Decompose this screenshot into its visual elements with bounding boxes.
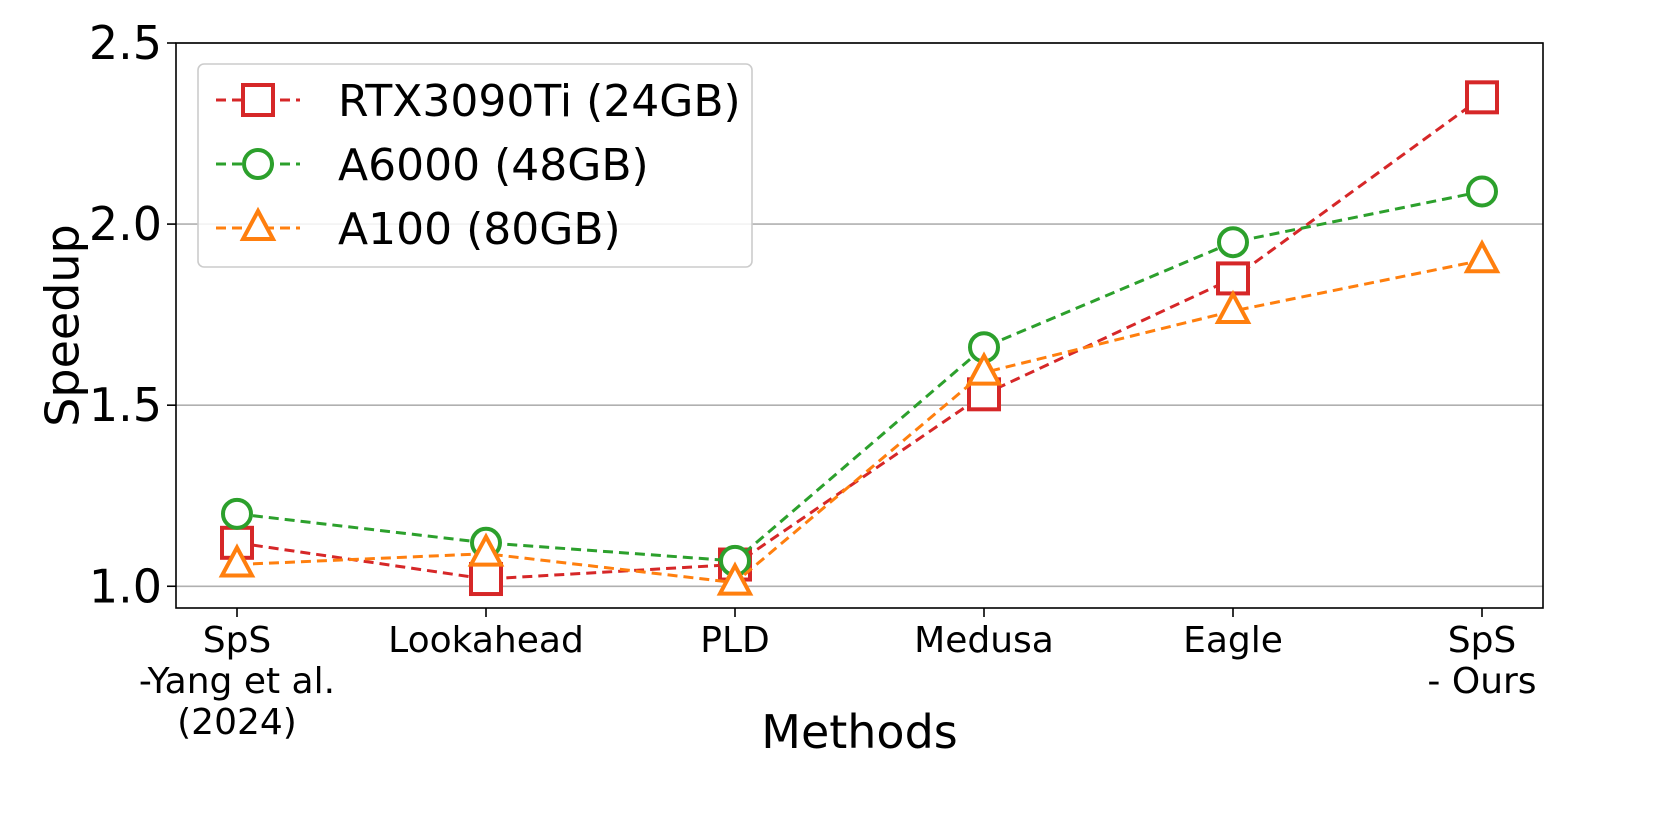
y-axis-label: Speedup <box>36 224 90 427</box>
x-tick-label-line: (2024) <box>177 702 297 743</box>
data-point <box>1465 80 1499 115</box>
data-point <box>1463 239 1501 274</box>
data-point <box>218 543 256 578</box>
y-tick-label: 2.5 <box>89 16 162 70</box>
x-tick-label-line: Lookahead <box>388 620 584 661</box>
legend-marker <box>239 206 277 241</box>
series-line <box>236 190 1483 563</box>
series-layer <box>218 80 1501 597</box>
series-line <box>236 258 1483 585</box>
y-tick-label: 2.0 <box>89 197 162 251</box>
x-tick-label: Lookahead <box>388 620 584 661</box>
x-tick-label: SpS - Ours <box>1427 620 1536 702</box>
y-tick-label: 1.5 <box>89 378 162 432</box>
x-tick-label: SpS -Yang et al. (2024) <box>139 620 335 743</box>
data-point <box>716 561 754 596</box>
y-axis: 1.0 1.5 2.0 2.5 <box>89 16 176 613</box>
legend: RTX3090Ti (24GB) A6000 (48GB) A100 (80GB) <box>197 63 753 268</box>
legend-label: A100 (80GB) <box>338 204 621 255</box>
x-tick-label: PLD <box>700 620 770 661</box>
data-point <box>1214 289 1252 325</box>
data-point <box>965 351 1003 386</box>
x-tick-label-line: PLD <box>700 620 770 661</box>
legend-marker <box>241 83 275 117</box>
legend-item: RTX3090Ti (24GB) <box>216 76 741 127</box>
x-tick-label-line: Medusa <box>914 620 1054 661</box>
data-point <box>1216 261 1250 296</box>
data-point <box>469 562 503 597</box>
x-tick-label: Eagle <box>1183 620 1283 661</box>
legend-item: A6000 (48GB) <box>216 140 649 191</box>
x-tick-label-line: SpS <box>1448 620 1517 661</box>
series-1 <box>221 175 1498 577</box>
legend-marker <box>242 148 274 180</box>
y-tick-label: 1.0 <box>89 559 162 613</box>
x-tick-label-line: - Ours <box>1427 661 1536 702</box>
x-axis: SpS -Yang et al. (2024)Lookahead PLD Medusa E… <box>139 608 1537 743</box>
legend-box <box>197 63 753 268</box>
x-tick-label-line: Eagle <box>1183 620 1283 661</box>
x-axis-label: Methods <box>761 705 958 759</box>
data-point <box>1217 226 1249 259</box>
data-point <box>467 532 505 567</box>
x-tick-label: Medusa <box>914 620 1054 661</box>
data-point <box>1466 175 1498 208</box>
legend-label: A6000 (48GB) <box>338 140 649 191</box>
x-tick-label-line: -Yang et al. <box>139 661 335 702</box>
x-tick-label-line: SpS <box>203 620 272 661</box>
plot-frame <box>175 42 1544 609</box>
legend-item: A100 (80GB) <box>216 204 621 255</box>
data-point <box>221 497 253 530</box>
series-line <box>236 96 1483 581</box>
legend-label: RTX3090Ti (24GB) <box>338 76 741 127</box>
series-2 <box>218 239 1501 596</box>
